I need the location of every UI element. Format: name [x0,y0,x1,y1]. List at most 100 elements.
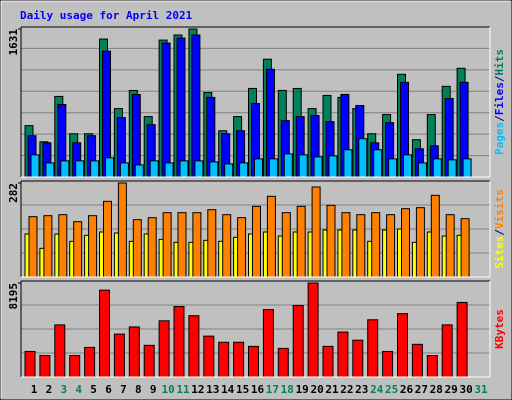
bar [373,149,383,178]
bar [30,154,40,178]
legend-entry: Visits [493,189,506,229]
x-tick-label: 28 [430,383,443,396]
bar [268,158,278,178]
bar [441,324,453,378]
bar [326,204,336,278]
bar [356,214,366,278]
bar [88,215,98,278]
bar [460,218,470,278]
bar [147,217,157,278]
bar [162,212,172,278]
bar [222,214,232,278]
x-tick-label: 4 [75,383,82,396]
bar [281,212,291,278]
bar [209,161,219,178]
bar [132,219,142,278]
legend-separator: / [493,115,506,122]
bar [277,347,289,378]
x-tick-label: 16 [251,383,265,396]
bar [203,335,215,378]
bar [426,355,438,378]
bar [176,37,186,178]
bar [194,160,204,178]
x-tick-label: 18 [281,383,294,396]
bar [43,215,53,278]
x-tick-label: 6 [105,383,112,396]
bar [75,160,85,178]
bar [343,149,353,178]
bar [173,306,185,378]
legend-entry: Hits [493,49,506,76]
legend: KBytes [493,309,506,349]
bar [54,324,66,378]
x-tick-label: 21 [325,383,339,396]
bar [307,282,319,378]
bar [69,355,81,378]
x-tick-label: 25 [385,383,398,396]
bar [60,160,70,178]
bar [164,162,174,178]
x-tick-label: 26 [400,383,414,396]
bar [117,182,127,278]
bar [411,343,423,378]
bar [24,350,36,378]
legend-entry: Files [493,82,506,115]
y-tick-label: 8195 [7,283,20,310]
bar [298,154,308,178]
bar [283,153,293,178]
bar [143,344,155,378]
y-tick-label: 282 [7,183,20,203]
bar [254,158,263,178]
x-tick-label: 17 [266,383,279,396]
bar [161,42,171,178]
legend-separator: / [493,75,506,82]
bar [207,209,217,278]
bar [224,163,234,178]
x-tick-label: 31 [474,383,488,396]
bar [73,221,83,278]
bar [105,157,114,178]
legend-entry: KBytes [493,309,506,349]
bar [113,333,125,378]
x-tick-label: 12 [191,383,204,396]
bar [99,289,110,378]
legend: Sites/Visits [493,189,506,269]
x-tick-label: 27 [415,383,428,396]
bar [430,194,440,278]
x-tick-label: 23 [355,383,368,396]
bar [28,216,38,278]
bar [39,355,51,378]
bar [90,160,100,178]
bar [388,158,398,178]
x-tick-label: 15 [236,383,249,396]
x-tick-label: 19 [296,383,309,396]
x-tick-label: 30 [459,383,472,396]
bar [415,207,425,278]
bar [248,345,259,378]
bar [341,212,351,278]
x-tick-label: 2 [46,383,53,396]
bar [445,214,455,278]
legend-entry: Sites [493,236,506,269]
bar [447,159,457,178]
bar [358,138,368,178]
bar [239,162,249,178]
x-tick-label: 13 [206,383,219,396]
bar [352,339,364,378]
bar [179,160,189,178]
x-tick-label: 3 [60,383,67,396]
bar [417,162,427,178]
legend-entry: Pages [493,122,506,155]
bar [191,34,201,178]
x-tick-label: 29 [445,383,458,396]
legend-separator: / [493,229,506,236]
bar [177,212,187,278]
bar [218,341,230,378]
bar [397,313,408,378]
bar [134,164,144,178]
bar [292,304,304,378]
bar [252,205,261,278]
bar [432,158,442,178]
x-tick-label: 1 [31,383,38,396]
